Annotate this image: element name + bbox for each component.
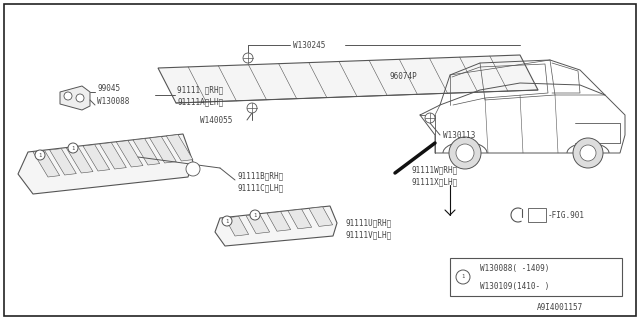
Polygon shape [33, 151, 60, 177]
Text: 1: 1 [253, 212, 257, 218]
Circle shape [76, 94, 84, 102]
Circle shape [425, 113, 435, 123]
Circle shape [243, 53, 253, 63]
Text: W130088: W130088 [97, 97, 129, 106]
Polygon shape [150, 137, 177, 163]
Polygon shape [309, 207, 333, 227]
Text: 91111B〈RH〉: 91111B〈RH〉 [237, 172, 284, 180]
Polygon shape [166, 135, 193, 161]
Circle shape [580, 145, 596, 161]
Polygon shape [267, 212, 291, 231]
Circle shape [573, 138, 603, 168]
Bar [528, 208, 546, 222]
Polygon shape [225, 216, 249, 236]
Text: A9I4001157: A9I4001157 [537, 303, 583, 313]
Polygon shape [18, 134, 193, 194]
Text: 91111U〈RH〉: 91111U〈RH〉 [345, 219, 391, 228]
Text: 91111V〈LH〉: 91111V〈LH〉 [345, 230, 391, 239]
Circle shape [64, 92, 72, 100]
Text: W130088( -1409): W130088( -1409) [480, 263, 549, 273]
Circle shape [35, 150, 45, 160]
Bar [450, 258, 622, 296]
Polygon shape [67, 147, 93, 173]
Circle shape [456, 144, 474, 162]
Text: 96074P: 96074P [390, 71, 418, 81]
Polygon shape [215, 206, 337, 246]
Text: 91111C〈LH〉: 91111C〈LH〉 [237, 183, 284, 193]
Polygon shape [50, 148, 76, 175]
Polygon shape [133, 139, 159, 165]
Polygon shape [246, 214, 269, 234]
Polygon shape [60, 86, 90, 110]
Text: W140055: W140055 [200, 116, 232, 124]
Circle shape [456, 270, 470, 284]
Text: W130109(1410- ): W130109(1410- ) [480, 282, 549, 291]
Polygon shape [288, 209, 312, 229]
Text: 91111X〈LH〉: 91111X〈LH〉 [412, 178, 458, 187]
Polygon shape [100, 143, 126, 169]
Circle shape [186, 162, 200, 176]
Polygon shape [83, 145, 109, 171]
Text: 91111A〈LH〉: 91111A〈LH〉 [177, 98, 223, 107]
Text: 91111 〈RH〉: 91111 〈RH〉 [177, 85, 223, 94]
Text: 99045: 99045 [97, 84, 120, 92]
Text: 1: 1 [38, 153, 42, 157]
Circle shape [449, 137, 481, 169]
Circle shape [250, 210, 260, 220]
Text: -FIG.901: -FIG.901 [548, 211, 585, 220]
Text: 1: 1 [461, 275, 465, 279]
Circle shape [222, 216, 232, 226]
Text: 1: 1 [72, 146, 75, 150]
Polygon shape [116, 140, 143, 167]
Text: W130245: W130245 [293, 41, 325, 50]
Text: 1: 1 [225, 219, 228, 223]
Polygon shape [158, 55, 538, 103]
Circle shape [68, 143, 78, 153]
Circle shape [247, 103, 257, 113]
Text: W130113: W130113 [443, 131, 476, 140]
Text: 91111W〈RH〉: 91111W〈RH〉 [412, 165, 458, 174]
